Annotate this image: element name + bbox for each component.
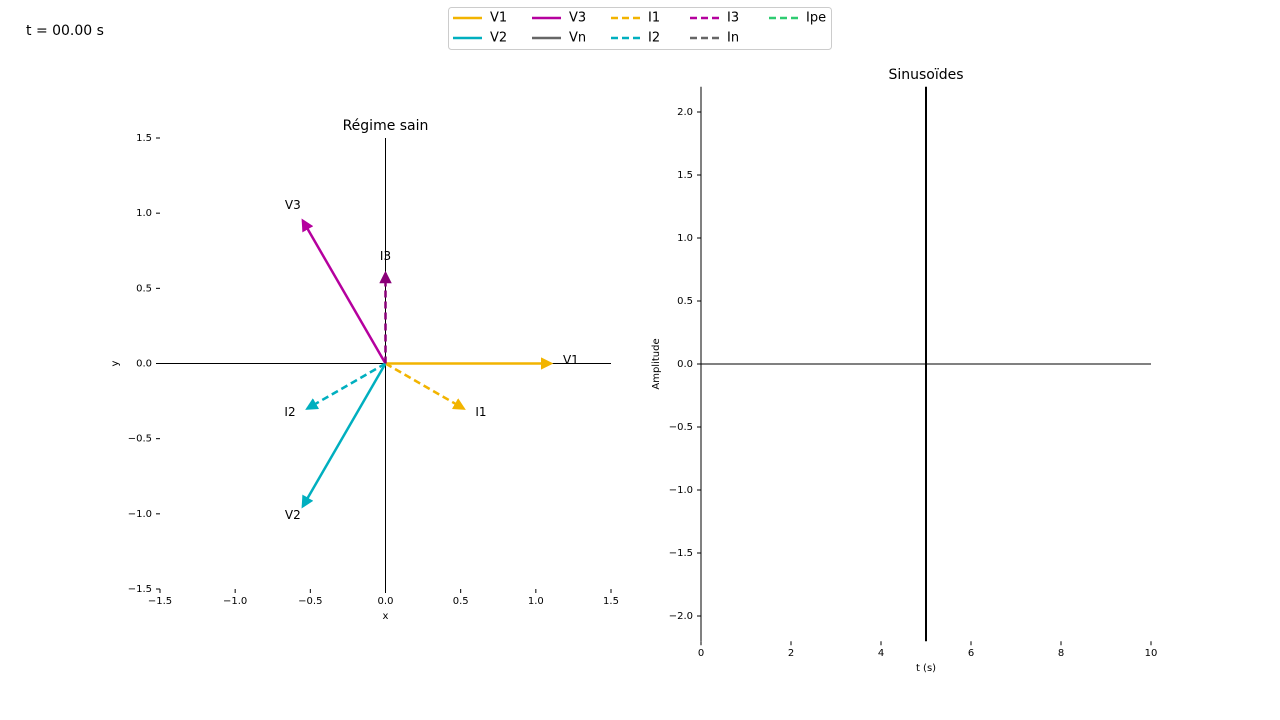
y-tick-label: −2.0	[669, 611, 693, 622]
y-tick-label: 1.0	[136, 208, 152, 219]
y-tick-label: 2.0	[677, 107, 693, 118]
legend-label: V3	[569, 11, 586, 26]
y-tick-label: 0.5	[136, 283, 152, 294]
x-tick-label: 1.0	[528, 596, 544, 607]
chart-title: Régime sain	[343, 118, 429, 134]
legend-label: V1	[490, 11, 507, 26]
vector-label: I2	[284, 405, 295, 419]
x-tick-label: 0	[698, 648, 704, 659]
y-tick-label: −0.5	[128, 434, 152, 445]
vector-label: I3	[380, 249, 391, 263]
vector	[384, 362, 466, 410]
legend-label: I2	[648, 31, 660, 46]
x-tick-label: 6	[968, 648, 974, 659]
y-tick-label: 0.0	[677, 359, 693, 370]
x-axis-label: x	[383, 611, 389, 622]
y-tick-label: 1.0	[677, 233, 693, 244]
x-tick-label: −1.5	[148, 596, 172, 607]
vector	[301, 362, 387, 509]
vector	[305, 362, 387, 410]
time-label: t = 00.00 s	[26, 23, 104, 39]
x-tick-label: 8	[1058, 648, 1064, 659]
vector-label: I1	[475, 405, 486, 419]
y-tick-label: −1.0	[669, 485, 693, 496]
vector-label: V2	[285, 508, 301, 522]
y-tick-label: −0.5	[669, 422, 693, 433]
legend-label: Ipe	[806, 11, 826, 26]
y-tick-label: −1.0	[128, 509, 152, 520]
y-tick-label: 0.0	[136, 359, 152, 370]
y-tick-label: −1.5	[669, 548, 693, 559]
x-tick-label: 0.5	[453, 596, 469, 607]
x-tick-label: 0.0	[378, 596, 394, 607]
x-axis-label: t (s)	[916, 663, 936, 674]
x-tick-label: 10	[1145, 648, 1158, 659]
x-tick-label: 4	[878, 648, 884, 659]
legend-label: I3	[727, 11, 739, 26]
legend-label: V2	[490, 31, 507, 46]
legend-label: In	[727, 31, 739, 46]
x-tick-label: −1.0	[223, 596, 247, 607]
y-tick-label: 1.5	[136, 133, 152, 144]
x-tick-label: 1.5	[603, 596, 619, 607]
x-tick-label: −0.5	[298, 596, 322, 607]
y-tick-label: 1.5	[677, 170, 693, 181]
vector-label: V1	[563, 353, 579, 367]
legend-label: I1	[648, 11, 660, 26]
y-axis-label: y	[110, 360, 121, 366]
legend-label: Vn	[569, 31, 586, 46]
vector	[301, 218, 387, 365]
y-tick-label: 0.5	[677, 296, 693, 307]
y-axis-label: Amplitude	[651, 338, 662, 389]
y-tick-label: −1.5	[128, 584, 152, 595]
chart-title: Sinusoïdes	[888, 67, 963, 83]
vector-label: V3	[285, 198, 301, 212]
x-tick-label: 2	[788, 648, 794, 659]
